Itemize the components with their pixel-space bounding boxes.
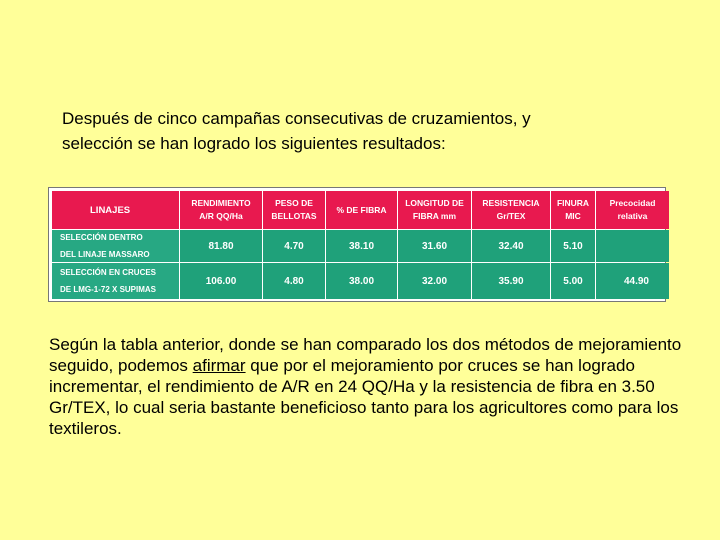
header-finura: FINURA MIC bbox=[551, 191, 595, 229]
paragraph-text-before: Según la tabla anterior, donde se han co… bbox=[49, 335, 682, 375]
header-porcentaje-fibra: % DE FIBRA bbox=[326, 191, 397, 229]
row-label-massaro: SELECCIÓN DENTRO DEL LINAJE MASSARO bbox=[52, 230, 179, 262]
results-table: LINAJES RENDIMIENTO A/R QQ/Ha PESO DE BE… bbox=[48, 187, 669, 302]
row-label-cruces: SELECCIÓN EN CRUCES DE LMG-1-72 X SUPIMA… bbox=[52, 263, 179, 299]
underlined-word: afirmar bbox=[192, 356, 246, 375]
header-rendimiento: RENDIMIENTO A/R QQ/Ha bbox=[180, 191, 262, 229]
results-grid: LINAJES RENDIMIENTO A/R QQ/Ha PESO DE BE… bbox=[52, 191, 669, 299]
header-resistencia: RESISTENCIA Gr/TEX bbox=[472, 191, 550, 229]
table-cell: 5.00 bbox=[551, 263, 595, 299]
table-cell: 81.80 bbox=[180, 230, 262, 262]
paragraph-text-after: que por el mejoramiento por cruces se ha… bbox=[49, 356, 679, 438]
table-cell: 5.10 bbox=[551, 230, 595, 262]
table-cell: 32.40 bbox=[472, 230, 550, 262]
header-precocidad: Precocidad relativa bbox=[596, 191, 669, 229]
table-cell: 38.10 bbox=[326, 230, 397, 262]
table-cell: 106.00 bbox=[180, 263, 262, 299]
table-cell bbox=[596, 230, 669, 262]
table-cell: 31.60 bbox=[398, 230, 471, 262]
conclusion-paragraph: Según la tabla anterior, donde se han co… bbox=[49, 334, 689, 439]
table-cell: 35.90 bbox=[472, 263, 550, 299]
header-peso-bellotas: PESO DE BELLOTAS bbox=[263, 191, 325, 229]
header-longitud-fibra: LONGITUD DE FIBRA mm bbox=[398, 191, 471, 229]
table-cell: 32.00 bbox=[398, 263, 471, 299]
table-cell: 38.00 bbox=[326, 263, 397, 299]
table-cell: 44.90 bbox=[596, 263, 669, 299]
intro-text: Después de cinco campañas consecutivas d… bbox=[62, 109, 531, 153]
table-cell: 4.70 bbox=[263, 230, 325, 262]
table-cell: 4.80 bbox=[263, 263, 325, 299]
header-linajes: LINAJES bbox=[52, 191, 179, 229]
